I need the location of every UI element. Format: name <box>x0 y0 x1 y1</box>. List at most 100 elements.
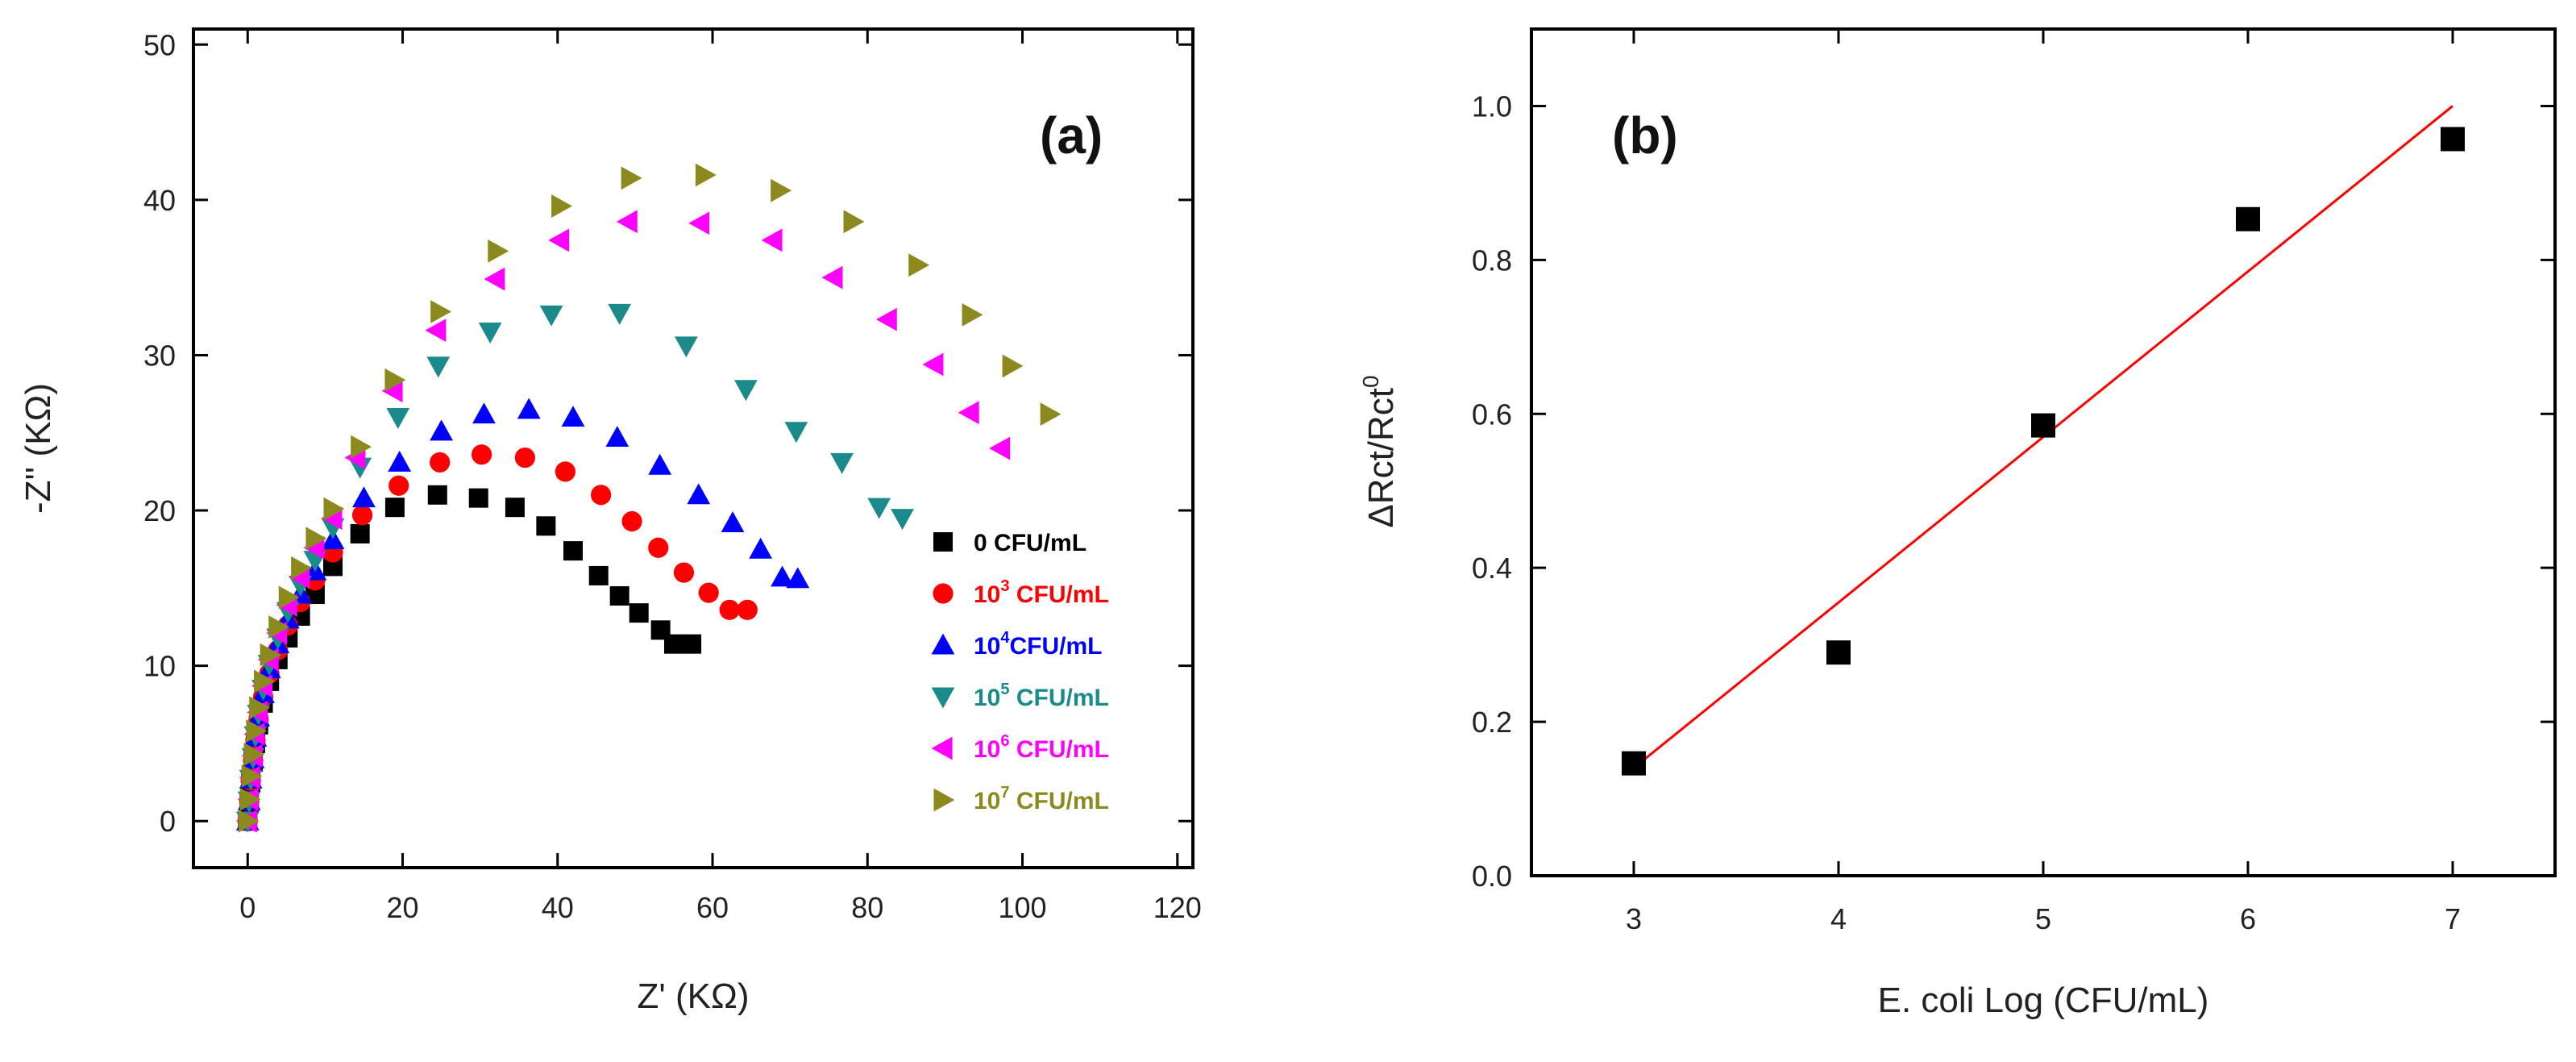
panel-a-point-series-4 <box>761 228 783 252</box>
legend-label-series-1: 103 CFU/mL <box>974 577 1109 608</box>
panel-a-y-tick-label: 50 <box>143 28 176 61</box>
panel-a-point-series-1 <box>591 485 612 506</box>
panel-b-y-tick-label: 1.0 <box>1472 90 1512 123</box>
panel-b-point <box>2441 127 2465 152</box>
panel-b-y-tick-label: 0.6 <box>1472 398 1512 431</box>
panel-a-point-series-4 <box>688 211 710 235</box>
panel-a-point-series-3 <box>386 407 410 429</box>
legend-label-base: 10 <box>974 685 1000 711</box>
panel-b-frame <box>1530 27 2557 877</box>
panel-a-point-series-2 <box>517 398 541 419</box>
panel-a-point-series-5 <box>239 787 261 811</box>
panel-a-point-series-4 <box>821 265 843 289</box>
panel-a-point-series-3 <box>784 422 808 444</box>
panel-a-point-series-3 <box>674 336 698 358</box>
panel-a-x-tick-label: 40 <box>542 891 574 924</box>
panel-b-point <box>1622 751 1646 776</box>
panel-a-point-series-2 <box>648 453 672 475</box>
panel-a-point-series-5 <box>908 253 930 277</box>
panel-a-point-series-1 <box>737 599 758 620</box>
panel-a-point-series-3 <box>608 303 632 325</box>
panel-a-point-series-1 <box>430 452 451 473</box>
panel-a-point-series-3 <box>733 380 758 402</box>
legend-marker-series-1 <box>933 583 954 604</box>
panel-a-point-series-2 <box>388 450 412 472</box>
panel-a-point-series-3 <box>478 323 502 344</box>
panel-a-x-axis-title: Z' (KΩ) <box>637 977 749 1016</box>
panel-a-y-tick-label: 10 <box>143 650 176 683</box>
legend-label-unit: CFU/mL <box>1010 736 1109 763</box>
panel-a-point-series-5 <box>1002 354 1024 378</box>
panel-a-point-series-5 <box>551 194 573 218</box>
panel-a-point-series-5 <box>488 239 509 263</box>
panel-a-frame <box>192 27 1195 869</box>
panel-a-x-tick-label: 20 <box>387 891 419 924</box>
panel-a-x-tick-label: 100 <box>998 891 1046 924</box>
panel-a-point-series-0 <box>536 516 556 536</box>
panel-a-point-series-2 <box>605 426 629 448</box>
legend-label-unit: CFU/mL <box>1010 633 1103 660</box>
panel-a-point-series-5 <box>278 585 300 610</box>
legend-label-series-5: 107 CFU/mL <box>974 784 1109 814</box>
panel-a-point-series-4 <box>958 401 979 425</box>
panel-a-point-series-5 <box>238 809 260 833</box>
panel-a-point-series-5 <box>384 368 406 392</box>
legend-label-unit: CFU/mL <box>1010 685 1109 711</box>
panel-a-point-series-5 <box>351 435 372 459</box>
panel-a-point-series-0 <box>384 498 405 518</box>
panel-b-label: (b) <box>1612 106 1678 165</box>
legend-label-exponent: 4 <box>1000 629 1010 647</box>
panel-a-point-series-5 <box>430 300 452 323</box>
panel-b-y-axis-title: ΔRct/Rct0 <box>1358 375 1401 527</box>
panel-a-point-series-4 <box>922 352 944 377</box>
panel-a-point-series-3 <box>891 509 914 531</box>
legend-label-exponent: 3 <box>1000 577 1009 595</box>
panel-a-point-series-0 <box>663 634 683 654</box>
panel-a-point-series-0 <box>588 565 609 585</box>
panel-a-point-series-3 <box>830 452 854 474</box>
legend-label-base: 0 <box>974 530 987 556</box>
panel-a-point-series-1 <box>351 505 373 526</box>
panel-a-point-series-1 <box>388 475 409 496</box>
panel-a-point-series-0 <box>682 634 702 654</box>
legend-marker-series-4 <box>931 736 953 760</box>
panel-a-point-series-3 <box>539 305 563 327</box>
panel-a-point-series-3 <box>867 498 891 519</box>
panel-a-point-series-0 <box>468 488 488 508</box>
legend-label-exponent: 7 <box>1000 784 1009 802</box>
panel-a-point-series-2 <box>472 402 496 424</box>
panel-a-point-series-0 <box>350 523 370 543</box>
panel-b-point <box>2031 413 2055 438</box>
panel-a-point-series-5 <box>843 210 865 234</box>
panel-b-x-tick-label: 7 <box>2445 902 2461 935</box>
panel-a-point-series-1 <box>719 599 740 620</box>
panel-a-point-series-1 <box>673 562 695 583</box>
panel-a-point-series-3 <box>426 356 451 378</box>
panel-a-y-tick-label: 0 <box>160 805 176 838</box>
panel-a-point-series-2 <box>687 483 711 505</box>
panel-a-point-series-1 <box>555 461 575 482</box>
panel-a-point-series-4 <box>484 267 505 291</box>
panel-a-y-tick-label: 30 <box>143 339 176 372</box>
panel-a-x-tick-label: 0 <box>239 891 256 924</box>
panel-a-point-series-5 <box>249 696 271 720</box>
panel-b-y-tick-label: 0.4 <box>1472 552 1512 585</box>
panel-a-point-series-5 <box>621 166 642 190</box>
panel-a-point-series-1 <box>698 582 719 603</box>
legend-label-base: 10 <box>974 581 1000 608</box>
legend-marker-series-5 <box>933 788 955 812</box>
panel-a-point-series-5 <box>246 719 268 743</box>
panel-b-x-tick-label: 4 <box>1830 902 1847 935</box>
panel-a-point-series-5 <box>268 615 290 639</box>
legend-label-series-2: 104CFU/mL <box>974 629 1103 660</box>
panel-a-point-series-5 <box>253 669 275 693</box>
panel-a-point-series-5 <box>260 643 281 667</box>
legend-label-unit: CFU/mL <box>987 530 1086 556</box>
legend-label-unit: CFU/mL <box>1010 581 1109 608</box>
panel-b-x-tick-label: 5 <box>2035 902 2051 935</box>
panel-a-point-series-2 <box>786 567 810 589</box>
panel-b-chart: 3 4 5 6 7 0.0 0.2 0.4 0.6 0.8 1.0 (b) E. coli Log … <box>1358 27 2557 1020</box>
